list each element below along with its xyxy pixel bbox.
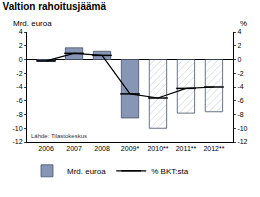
svg-text:-10: -10 bbox=[237, 125, 247, 132]
svg-text:Valtion rahoitusjäämä: Valtion rahoitusjäämä bbox=[3, 1, 107, 12]
svg-text:2007: 2007 bbox=[66, 145, 82, 152]
svg-text:-6: -6 bbox=[237, 97, 243, 104]
svg-text:-6: -6 bbox=[16, 97, 22, 104]
svg-text:2012**: 2012** bbox=[203, 145, 224, 152]
svg-text:Lähde: Tilastokeskus: Lähde: Tilastokeskus bbox=[31, 133, 87, 139]
svg-text:-4: -4 bbox=[237, 83, 243, 90]
svg-text:2006: 2006 bbox=[38, 145, 54, 152]
svg-text:% BKT:sta: % BKT:sta bbox=[151, 167, 188, 176]
svg-text:-4: -4 bbox=[16, 83, 22, 90]
svg-text:0: 0 bbox=[19, 56, 23, 63]
svg-text:2: 2 bbox=[19, 42, 23, 49]
svg-text:Mrd. euroa: Mrd. euroa bbox=[67, 167, 106, 176]
svg-text:2: 2 bbox=[237, 42, 241, 49]
svg-text:4: 4 bbox=[237, 28, 241, 35]
svg-text:-2: -2 bbox=[16, 70, 22, 77]
svg-text:-2: -2 bbox=[237, 70, 243, 77]
svg-text:2011**: 2011** bbox=[176, 145, 197, 152]
svg-text:2010**: 2010** bbox=[147, 145, 168, 152]
svg-text:-10: -10 bbox=[12, 125, 22, 132]
svg-text:4: 4 bbox=[19, 28, 23, 35]
svg-text:Mrd. euroa: Mrd. euroa bbox=[13, 19, 52, 28]
svg-text:-12: -12 bbox=[12, 138, 22, 145]
svg-text:-12: -12 bbox=[237, 138, 247, 145]
svg-text:0: 0 bbox=[237, 56, 241, 63]
svg-text:-8: -8 bbox=[16, 111, 22, 118]
svg-text:2008: 2008 bbox=[94, 145, 110, 152]
svg-text:%: % bbox=[240, 19, 247, 28]
svg-text:2009*: 2009* bbox=[121, 145, 140, 152]
svg-text:-8: -8 bbox=[237, 111, 243, 118]
